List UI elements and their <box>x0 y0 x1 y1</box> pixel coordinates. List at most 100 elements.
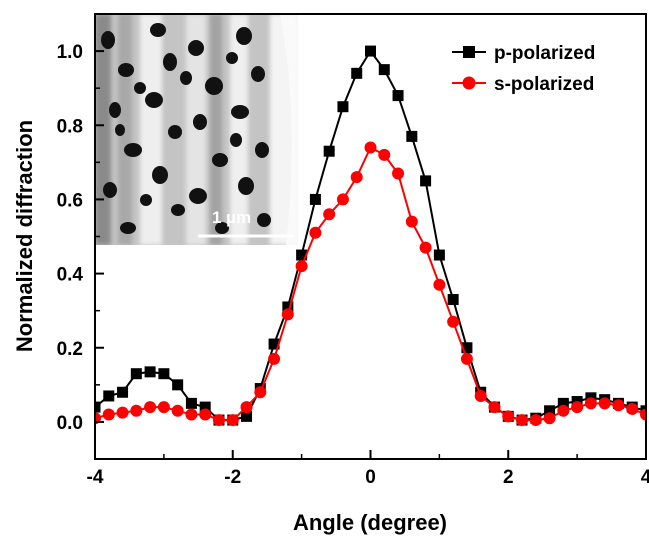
legend-marker-circle <box>462 76 476 90</box>
data-point <box>640 408 646 421</box>
sem-pore <box>238 177 254 195</box>
sem-pore <box>103 182 117 198</box>
data-point <box>185 408 198 421</box>
sem-pore <box>152 166 168 184</box>
data-point <box>144 401 157 414</box>
scale-bar-label: 1 µm <box>212 208 251 227</box>
data-point <box>378 148 391 161</box>
series-s-polarized <box>95 141 646 427</box>
data-point <box>130 404 143 417</box>
data-point <box>95 401 101 413</box>
data-point <box>241 410 253 422</box>
data-point <box>296 249 308 261</box>
data-point <box>557 397 569 409</box>
sem-pore <box>120 222 136 234</box>
data-point <box>612 399 625 412</box>
data-point <box>309 193 321 205</box>
data-point <box>102 408 115 421</box>
data-point <box>226 414 239 427</box>
data-point <box>392 167 405 180</box>
data-point <box>626 402 639 415</box>
data-point <box>323 208 336 221</box>
data-point <box>268 352 281 365</box>
data-point <box>571 401 584 414</box>
sem-pore <box>205 77 223 95</box>
sem-pore <box>115 124 125 136</box>
data-point <box>516 414 529 427</box>
legend-entry-p-polarized: p-polarized <box>452 43 595 64</box>
y-axis: 0.0 0.2 0.4 0.6 0.8 1.0 <box>57 42 104 460</box>
data-point <box>254 386 267 399</box>
x-tick-label: -4 <box>87 467 104 488</box>
x-axis: -4 -2 0 2 4 <box>87 450 649 488</box>
sem-pore <box>134 82 146 94</box>
data-point <box>282 301 294 313</box>
sem-pore <box>180 71 192 85</box>
data-point <box>281 308 294 321</box>
x-tick-label: 2 <box>503 467 514 488</box>
sem-pore <box>193 114 207 130</box>
data-point <box>157 401 170 414</box>
y-axis-title: Normalized diffraction <box>12 120 37 352</box>
sem-pore <box>226 52 238 64</box>
sem-pore <box>189 188 207 204</box>
data-point <box>158 368 170 380</box>
data-point <box>116 406 129 419</box>
sem-pore <box>109 102 121 118</box>
sem-pore <box>163 53 177 71</box>
data-point <box>543 412 556 425</box>
sem-pore <box>150 23 166 37</box>
data-point <box>336 193 349 206</box>
data-point <box>557 404 570 417</box>
sem-pore <box>236 27 252 45</box>
sem-pore <box>230 133 242 147</box>
data-point <box>103 390 115 402</box>
data-point <box>405 215 418 228</box>
sem-pore <box>118 63 134 77</box>
data-point <box>323 145 335 157</box>
data-point <box>171 404 184 417</box>
sem-pore <box>231 105 249 119</box>
data-point <box>474 389 487 402</box>
y-tick-label: 0.4 <box>57 265 84 286</box>
data-point <box>447 294 459 306</box>
sem-pore <box>188 40 204 56</box>
data-point <box>130 368 142 380</box>
data-point <box>295 260 308 273</box>
legend-marker-square <box>463 46 475 58</box>
data-point <box>392 90 404 102</box>
y-tick-label: 0.0 <box>57 413 83 434</box>
data-point <box>144 366 156 378</box>
x-tick-label: 0 <box>365 467 376 488</box>
data-point <box>502 410 515 423</box>
data-point <box>460 352 473 365</box>
sem-pore <box>171 204 185 216</box>
data-point <box>350 171 363 184</box>
inset-sem-image: 1 µm <box>95 14 298 245</box>
legend-label: s-polarized <box>494 74 594 95</box>
legend: p-polarized s-polarized <box>452 43 595 95</box>
sem-pore <box>215 222 229 234</box>
data-point <box>419 241 432 254</box>
data-point <box>488 401 501 414</box>
sem-pore <box>124 143 142 157</box>
data-point <box>309 226 322 239</box>
data-point <box>584 397 597 410</box>
data-point <box>364 141 377 154</box>
data-point <box>337 101 349 113</box>
data-point <box>212 414 225 427</box>
sem-pore <box>168 125 182 139</box>
x-tick-label: 4 <box>641 467 649 488</box>
data-point <box>406 130 418 142</box>
sem-pore <box>251 66 265 82</box>
data-point <box>433 249 445 261</box>
sem-pore <box>101 31 115 49</box>
y-tick-label: 0.2 <box>57 339 83 360</box>
x-axis-title: Angle (degree) <box>293 510 447 535</box>
data-point <box>268 338 280 350</box>
data-point <box>199 401 211 413</box>
data-point <box>351 67 363 79</box>
data-point <box>529 414 542 427</box>
legend-entry-s-polarized: s-polarized <box>452 74 594 95</box>
